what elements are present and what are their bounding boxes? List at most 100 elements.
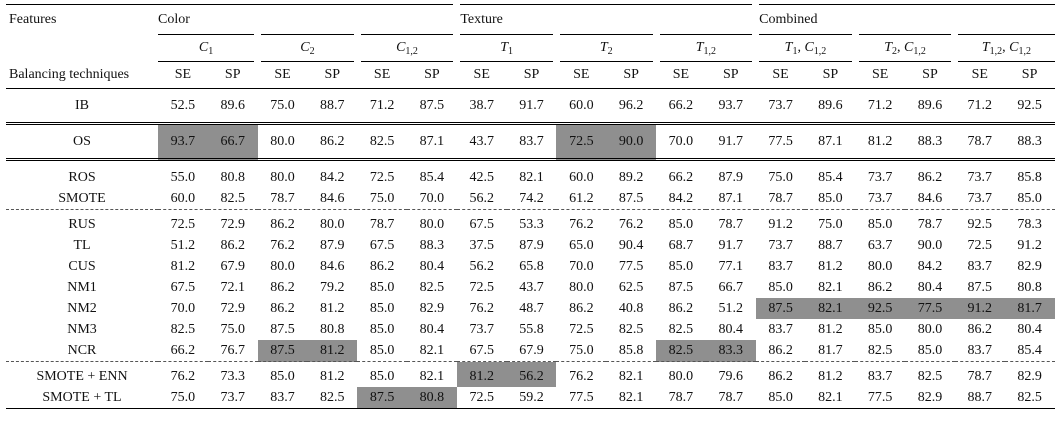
table-cell: 82.9 [419, 300, 445, 316]
table-cell: 80.0 [320, 216, 345, 232]
table-cell: 85.0 [357, 340, 407, 362]
row-label: IB [6, 88, 158, 125]
metric-label-sp: SP [307, 61, 358, 89]
subgroup-base: C [1009, 39, 1019, 55]
table-cell: 73.7 [207, 387, 258, 409]
table-cell: 55.8 [519, 321, 544, 337]
table-cell: 78.7 [369, 216, 395, 232]
metric-label-se: SE [656, 61, 706, 89]
table-cell: 93.7 [705, 88, 756, 125]
table-cell: 96.2 [606, 88, 657, 125]
table-cell: 89.6 [905, 88, 955, 125]
table-cell: 43.7 [519, 279, 544, 295]
table-cell: 80.8 [406, 387, 457, 409]
table-cell: 86.2 [307, 123, 358, 161]
row-label: CUS [68, 258, 96, 274]
balancing-label: Balancing techniques [6, 61, 158, 89]
table-cell: 75.0 [556, 340, 607, 362]
table-cell: 85.8 [1017, 169, 1042, 185]
table-cell: 76.2 [569, 216, 594, 232]
table-cell: 87.1 [406, 123, 457, 161]
table-cell: 86.2 [270, 279, 295, 295]
table-cell: 82.5 [170, 321, 196, 337]
row-label: SMOTE + TL [6, 387, 158, 409]
table-cell: 52.5 [158, 88, 208, 125]
metric-label-sp: SP [705, 61, 756, 89]
table-cell: 56.2 [456, 188, 507, 210]
table-cell: 73.7 [867, 169, 893, 185]
table-cell: 81.2 [855, 123, 906, 161]
table-cell: 38.7 [456, 88, 507, 125]
subgroup-base: T [599, 39, 608, 55]
table-cell: 80.0 [270, 258, 295, 274]
table-cell: 85.0 [369, 368, 395, 384]
table-cell: 40.8 [618, 300, 644, 316]
table-cell: 72.5 [456, 387, 507, 409]
metric-label-se: SE [456, 61, 507, 89]
table-cell: 37.5 [469, 237, 494, 253]
table-cell: 80.0 [917, 321, 943, 337]
table-cell: 85.0 [805, 188, 856, 210]
table-cell: 70.0 [170, 300, 196, 316]
table-row: OS 93.7 66.7 80.0 86.2 82.5 87.1 43.7 83.7 72.5 90… [6, 123, 1055, 161]
table-row: ROS 55.0 80.8 80.0 84.2 72.5 85.4 42.5 82.1 60.0 8… [6, 160, 1055, 189]
table-cell: 88.3 [1004, 123, 1055, 161]
table-cell: 76.2 [270, 237, 295, 253]
table-cell: 84.6 [307, 188, 358, 210]
table-row: SMOTE 60.0 82.5 78.7 84.6 75.0 70.0 56.2 74.2 61.… [6, 188, 1055, 210]
table-cell: 85.0 [768, 279, 793, 295]
table-cell: 85.0 [369, 279, 395, 295]
table-cell: 81.2 [320, 300, 345, 316]
table-cell: 75.0 [768, 169, 793, 185]
table-cell: 88.7 [954, 387, 1005, 409]
subgroup-prefix-base: T [784, 39, 793, 55]
table-cell: 65.0 [569, 237, 594, 253]
metric-label-se: SE [257, 61, 308, 89]
table-cell: 87.9 [519, 237, 544, 253]
table-cell: 85.0 [905, 340, 955, 362]
table-cell: 83.7 [967, 258, 993, 274]
subgroup-base: C [300, 39, 310, 55]
table-cell: 91.7 [705, 123, 756, 161]
table-cell: 75.0 [818, 216, 843, 232]
subgroup-sub: 1 [508, 45, 514, 57]
table-cell: 72.1 [220, 279, 245, 295]
table-cell: 82.5 [307, 387, 358, 409]
table-cell: 71.2 [855, 88, 906, 125]
subgroup-prefix-sub: 1 [792, 45, 798, 57]
table-cell: 88.7 [307, 88, 358, 125]
table-cell: 91.2 [954, 298, 1005, 319]
table-cell: 81.2 [456, 361, 507, 387]
table-cell: 85.0 [1004, 188, 1055, 210]
table-cell: 87.5 [257, 340, 308, 362]
table-cell: 78.7 [656, 387, 706, 409]
subgroup-sub: 1,2 [913, 45, 926, 57]
header-row-metrics: Balancing techniques SE SP SE SP SE SP SE SP SE S… [6, 61, 1055, 89]
table-cell: 82.1 [618, 368, 644, 384]
table-cell: 87.5 [357, 387, 407, 409]
table-cell: 73.3 [220, 368, 245, 384]
table-cell: 84.2 [656, 188, 706, 210]
table-cell: 56.2 [506, 361, 557, 387]
table-cell: 89.2 [618, 169, 644, 185]
table-cell: 72.5 [469, 279, 494, 295]
table-cell: 75.0 [158, 387, 208, 409]
table-cell: 60.0 [569, 169, 594, 185]
table-cell: 75.0 [257, 88, 308, 125]
table-cell: 77.5 [618, 258, 644, 274]
table-cell: 87.1 [705, 188, 756, 210]
table-cell: 89.6 [207, 88, 258, 125]
subgroup-base: C [804, 39, 814, 55]
table-cell: 85.0 [867, 216, 893, 232]
table-cell: 78.7 [257, 188, 308, 210]
row-label: NCR [6, 340, 158, 362]
table-cell: 80.4 [419, 321, 445, 337]
table-row: NCR 66.2 76.7 87.5 81.2 85.0 82.1 67.5 67.9 75.0 8… [6, 340, 1055, 362]
metric-label-se: SE [357, 61, 407, 89]
table-cell: 86.2 [668, 300, 694, 316]
table-cell: 92.5 [855, 298, 906, 319]
table-cell: 88.3 [419, 237, 445, 253]
subgroup-label: T2 [552, 34, 660, 62]
table-cell: 82.1 [519, 169, 544, 185]
table-cell: 66.2 [656, 88, 706, 125]
